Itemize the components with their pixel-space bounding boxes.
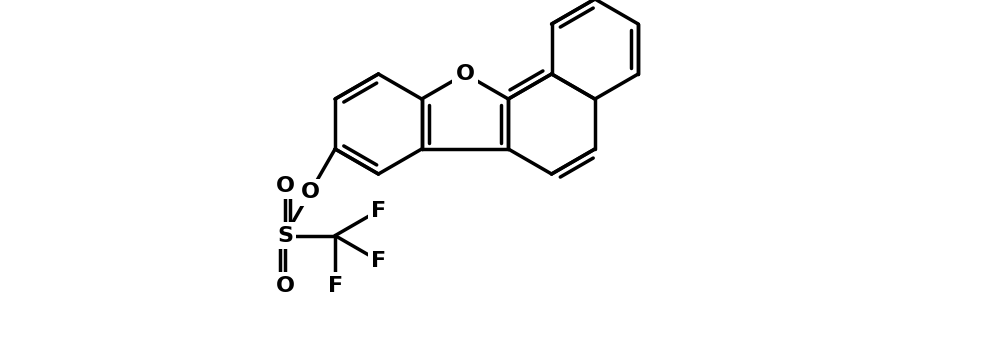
Text: O: O [276,276,295,295]
Text: F: F [371,201,386,220]
Text: O: O [276,176,295,196]
Text: F: F [328,276,343,295]
Text: F: F [371,251,386,271]
Text: O: O [456,64,475,84]
Text: O: O [301,182,320,202]
Text: S: S [277,225,293,246]
